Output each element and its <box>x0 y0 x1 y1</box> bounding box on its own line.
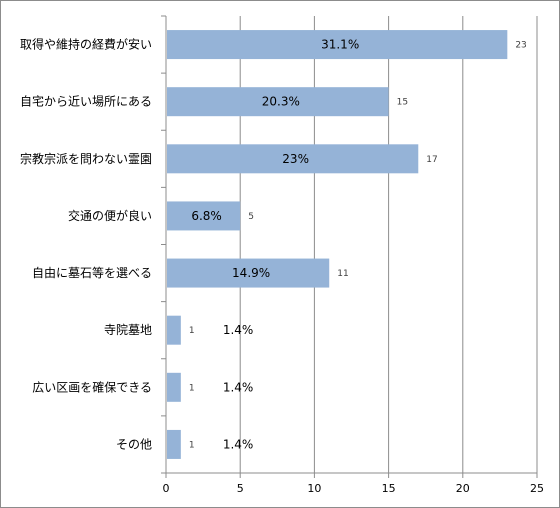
x-tick-label: 10 <box>307 482 321 495</box>
bar <box>167 87 389 117</box>
x-tick-label: 25 <box>530 482 544 495</box>
x-tick-label: 15 <box>382 482 396 495</box>
bar <box>167 144 419 174</box>
value-label: 15 <box>397 98 408 108</box>
bar <box>167 30 508 60</box>
percent-label: 1.4% <box>223 380 254 394</box>
value-label: 11 <box>337 269 348 279</box>
bar <box>167 429 181 459</box>
value-label: 1 <box>189 383 195 393</box>
percent-label: 23% <box>282 152 309 166</box>
value-label: 23 <box>515 41 526 51</box>
bar <box>167 372 181 402</box>
category-label: 自由に墓石等を選べる <box>32 266 152 280</box>
category-label: 宗教宗派を問わない霊園 <box>20 151 152 166</box>
category-label: 交通の便が良い <box>68 208 152 223</box>
x-tick-label: 0 <box>163 482 170 495</box>
value-label: 1 <box>189 440 195 450</box>
category-label: 取得や維持の経費が安い <box>20 37 152 52</box>
value-label: 5 <box>248 212 254 222</box>
category-label: 自宅から近い場所にある <box>20 94 152 109</box>
category-label: その他 <box>116 437 152 451</box>
bar <box>167 258 330 288</box>
percent-label: 1.4% <box>223 323 254 337</box>
value-label: 1 <box>189 326 195 336</box>
bar <box>167 315 181 345</box>
category-label: 広い区画を確保できる <box>32 379 152 394</box>
bar <box>167 201 241 231</box>
percent-label: 6.8% <box>191 209 222 223</box>
x-tick-label: 5 <box>237 482 244 495</box>
percent-label: 14.9% <box>232 266 270 280</box>
percent-label: 1.4% <box>223 437 254 451</box>
percent-label: 20.3% <box>262 95 300 109</box>
value-label: 17 <box>426 155 437 165</box>
category-label: 寺院墓地 <box>104 323 152 337</box>
percent-label: 31.1% <box>321 38 359 52</box>
x-tick-label: 20 <box>456 482 470 495</box>
